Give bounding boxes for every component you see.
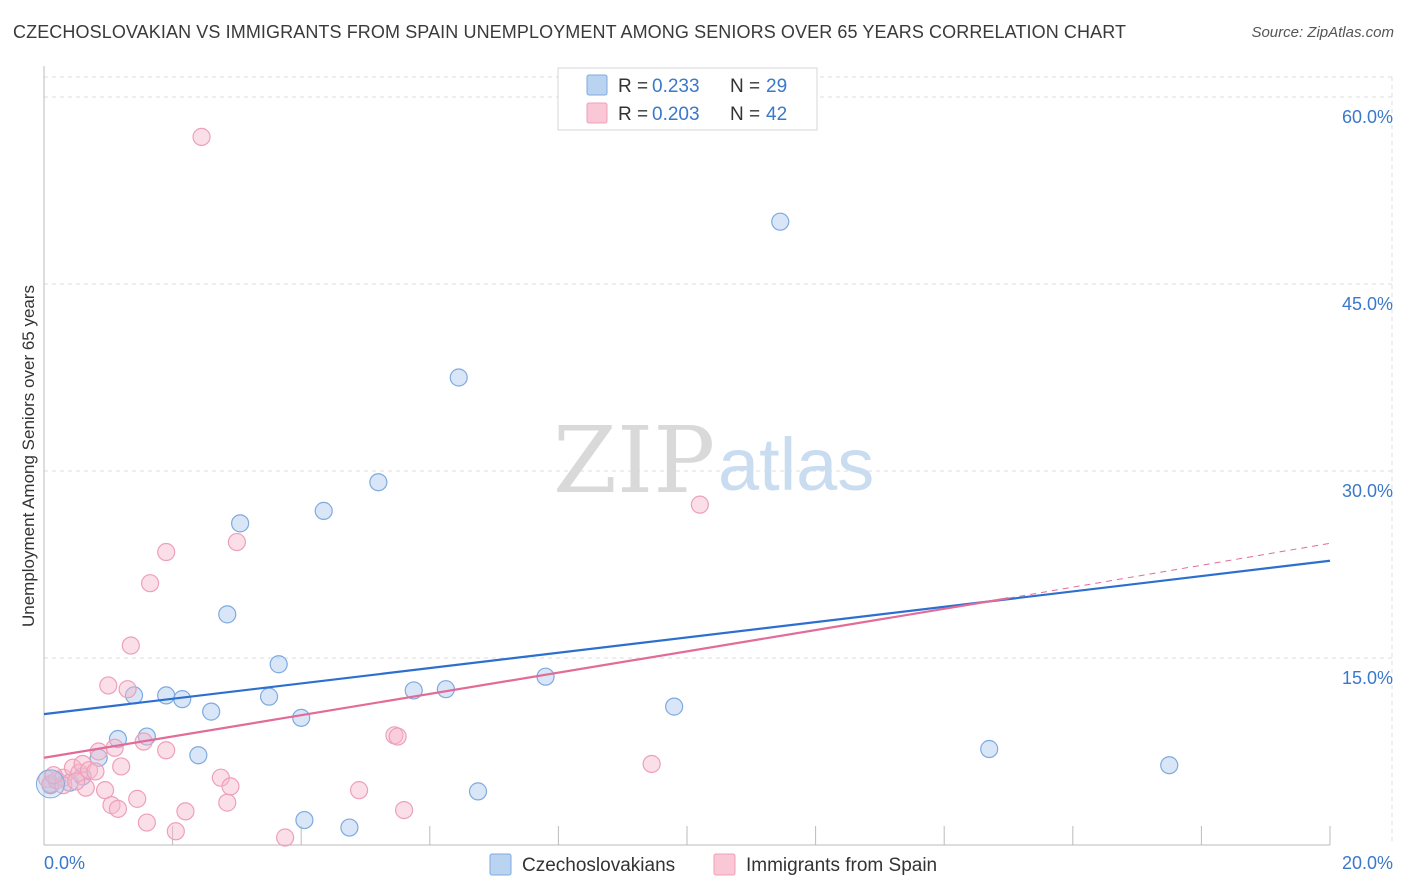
x-tick-label: 20.0% bbox=[1342, 853, 1393, 873]
data-point-immigrants-from-spain bbox=[112, 757, 131, 776]
data-point-czechoslovakians bbox=[157, 686, 176, 705]
data-point-czechoslovakians bbox=[269, 655, 288, 674]
legend-n-label: N = bbox=[730, 104, 760, 125]
data-point-immigrants-from-spain bbox=[137, 813, 156, 832]
legend-label-immigrants-from-spain: Immigrants from Spain bbox=[746, 855, 937, 876]
legend-n-value: 29 bbox=[766, 76, 787, 97]
trend-line-extension bbox=[1008, 542, 1331, 599]
data-point-czechoslovakians bbox=[771, 212, 790, 231]
data-point-immigrants-from-spain bbox=[118, 680, 137, 699]
data-point-immigrants-from-spain bbox=[394, 800, 414, 820]
trend-line-immigrants-from-spain bbox=[43, 597, 1009, 759]
data-point-immigrants-from-spain bbox=[67, 772, 86, 791]
scatter-points bbox=[35, 127, 1179, 847]
legend-n-value: 42 bbox=[766, 104, 787, 125]
data-point-immigrants-from-spain bbox=[690, 495, 709, 514]
data-point-immigrants-from-spain bbox=[221, 777, 240, 796]
data-point-immigrants-from-spain bbox=[227, 532, 246, 552]
data-point-czechoslovakians bbox=[404, 681, 423, 700]
series-legend: Czechoslovakians Immigrants from Spain bbox=[489, 853, 937, 876]
stats-legend: R = 0.233 N = 29 R = 0.203 N = 42 bbox=[557, 67, 818, 131]
legend-swatch-czechoslovakians bbox=[489, 853, 512, 876]
y-tick-label: 30.0% bbox=[1342, 481, 1393, 501]
data-point-czechoslovakians bbox=[189, 746, 208, 765]
data-point-czechoslovakians bbox=[314, 501, 333, 520]
data-point-czechoslovakians bbox=[340, 818, 359, 837]
data-point-immigrants-from-spain bbox=[157, 542, 176, 562]
data-point-czechoslovakians bbox=[665, 697, 684, 716]
data-point-czechoslovakians bbox=[1160, 756, 1179, 775]
y-tick-label: 45.0% bbox=[1342, 294, 1393, 314]
tick-labels: 15.0% 30.0% 45.0% 60.0% 0.0% 20.0% bbox=[44, 107, 1393, 873]
data-point-immigrants-from-spain bbox=[86, 762, 105, 781]
data-point-immigrants-from-spain bbox=[44, 766, 63, 785]
y-tick-label: 60.0% bbox=[1342, 107, 1393, 127]
data-point-immigrants-from-spain bbox=[128, 789, 147, 808]
chart-source: Source: ZipAtlas.com bbox=[1251, 24, 1394, 41]
data-point-immigrants-from-spain bbox=[108, 799, 128, 818]
legend-swatch-blue bbox=[586, 74, 608, 96]
y-axis-title: Unemployment Among Seniors over 65 years bbox=[19, 285, 38, 627]
legend-r-label: R = bbox=[618, 76, 648, 97]
data-point-immigrants-from-spain bbox=[121, 636, 140, 655]
data-point-czechoslovakians bbox=[202, 702, 221, 721]
trend-lines bbox=[43, 542, 1331, 759]
data-point-immigrants-from-spain bbox=[95, 781, 115, 800]
data-point-immigrants-from-spain bbox=[218, 793, 237, 812]
data-point-immigrants-from-spain bbox=[642, 754, 661, 774]
watermark-atlas: atlas bbox=[718, 423, 874, 506]
data-point-czechoslovakians bbox=[259, 687, 279, 706]
x-tick-label: 0.0% bbox=[44, 853, 85, 873]
data-point-immigrants-from-spain bbox=[79, 761, 99, 780]
legend-r-value: 0.233 bbox=[652, 76, 700, 97]
data-point-immigrants-from-spain bbox=[140, 574, 160, 593]
legend-r-value: 0.203 bbox=[652, 104, 700, 125]
data-point-immigrants-from-spain bbox=[166, 822, 185, 841]
data-point-immigrants-from-spain bbox=[89, 742, 108, 761]
data-point-czechoslovakians bbox=[449, 368, 468, 387]
data-point-czechoslovakians bbox=[292, 708, 311, 727]
data-point-immigrants-from-spain bbox=[388, 727, 407, 746]
data-point-czechoslovakians bbox=[468, 782, 488, 801]
legend-label-czechoslovakians: Czechoslovakians bbox=[522, 855, 675, 876]
trend-line-czechoslovakians bbox=[43, 559, 1331, 716]
y-tick-label: 15.0% bbox=[1342, 668, 1393, 688]
data-point-immigrants-from-spain bbox=[349, 781, 369, 800]
legend-swatch-immigrants-from-spain bbox=[713, 853, 736, 876]
legend-r-label: R = bbox=[618, 104, 648, 125]
legend-swatch-pink bbox=[586, 102, 608, 124]
data-point-immigrants-from-spain bbox=[157, 741, 176, 760]
data-point-czechoslovakians bbox=[369, 473, 388, 492]
axes bbox=[43, 66, 1331, 846]
data-point-cluster bbox=[35, 769, 65, 799]
data-point-immigrants-from-spain bbox=[76, 778, 95, 797]
data-point-czechoslovakians bbox=[231, 514, 250, 533]
grid-lines bbox=[44, 76, 1393, 845]
chart-title: CZECHOSLOVAKIAN VS IMMIGRANTS FROM SPAIN… bbox=[13, 22, 1127, 42]
data-point-czechoslovakians bbox=[295, 810, 314, 830]
data-point-immigrants-from-spain bbox=[192, 127, 211, 146]
data-point-immigrants-from-spain bbox=[176, 802, 195, 821]
data-point-czechoslovakians bbox=[218, 605, 237, 624]
watermark-zip: ZIP bbox=[553, 407, 715, 514]
data-point-immigrants-from-spain bbox=[276, 828, 295, 847]
watermark: ZIP atlas bbox=[553, 407, 874, 514]
data-point-immigrants-from-spain bbox=[99, 676, 118, 695]
data-point-czechoslovakians bbox=[980, 739, 999, 759]
legend-n-label: N = bbox=[730, 76, 760, 97]
